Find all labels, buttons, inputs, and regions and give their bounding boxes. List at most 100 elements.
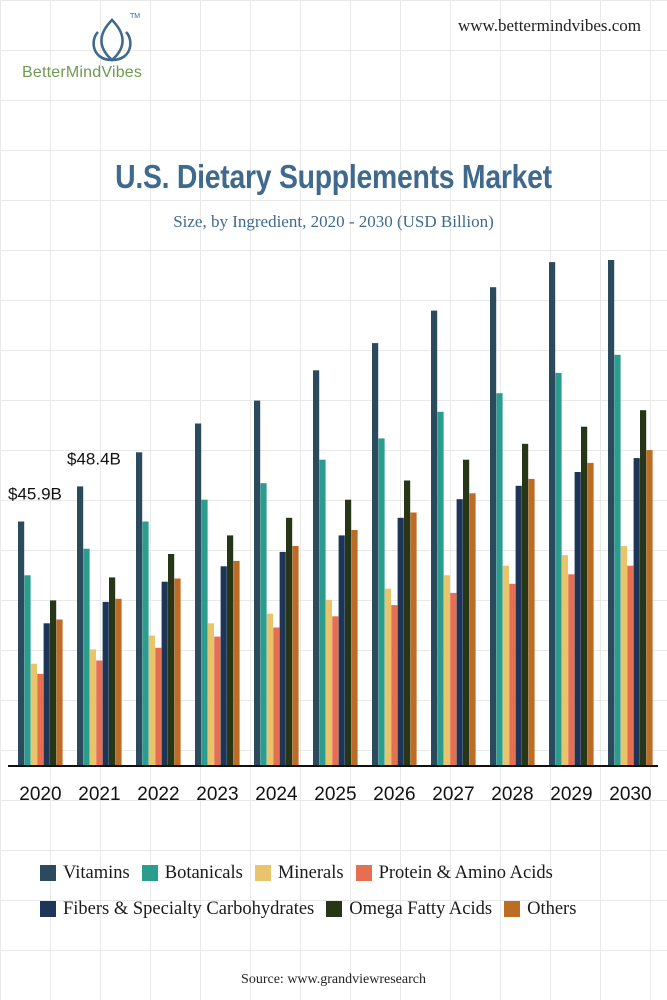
bar-minerals-2025 [325, 599, 332, 766]
bar-botanicals-2028 [496, 393, 503, 766]
bar-protein-amino-acids-2021 [96, 660, 103, 766]
legend: Vitamins Botanicals Minerals Protein & A… [40, 855, 660, 927]
legend-label-fibers: Fibers & Specialty Carbohydrates [63, 898, 315, 919]
bar-protein-amino-acids-2020 [37, 673, 44, 766]
bar-others-2023 [233, 560, 240, 766]
bar-minerals-2023 [207, 623, 214, 766]
bar-botanicals-2022 [142, 521, 149, 766]
legend-item-vitamins: Vitamins [40, 863, 130, 884]
bar-vitamins-2025 [313, 370, 320, 766]
bar-omega-fatty-acids-2022 [168, 554, 175, 766]
legend-row-2: Fibers & Specialty Carbohydrates Omega F… [40, 891, 660, 927]
bar-vitamins-2026 [372, 343, 379, 766]
legend-swatch-others [504, 901, 521, 917]
bar-botanicals-2026 [378, 438, 385, 766]
x-tick-label-2022: 2022 [137, 784, 179, 805]
x-tick-label-2030: 2030 [609, 784, 651, 805]
bar-fibers-specialty-carbohydrates-2029 [574, 472, 581, 766]
bar-omega-fatty-acids-2023 [227, 535, 234, 766]
legend-swatch-vitamins [40, 865, 56, 881]
legend-item-omega: Omega Fatty Acids [326, 899, 492, 920]
bar-minerals-2021 [89, 649, 96, 766]
bar-vitamins-2030 [608, 260, 615, 766]
chart-subtitle: Size, by Ingredient, 2020 - 2030 (USD Bi… [173, 212, 494, 231]
x-tick-label-2020: 2020 [19, 784, 61, 805]
bar-protein-amino-acids-2029 [568, 574, 575, 766]
bar-omega-fatty-acids-2026 [404, 480, 411, 766]
bar-minerals-2029 [561, 555, 568, 766]
bar-others-2028 [528, 478, 535, 766]
legend-label-others: Others [527, 898, 577, 919]
bar-chart: 2020 2021 2022 2023 2024 2025 2026 2027 2028 2029… [8, 260, 658, 805]
bar-fibers-specialty-carbohydrates-2028 [515, 485, 522, 766]
annotation-2021: $48.4B [67, 449, 121, 468]
bar-protein-amino-acids-2026 [391, 605, 398, 766]
chart-title: U.S. Dietary Supplements Market [115, 158, 552, 195]
bar-fibers-specialty-carbohydrates-2022 [161, 581, 168, 766]
x-tick-label-2028: 2028 [491, 784, 533, 805]
lotus-icon [92, 18, 132, 62]
x-tick-label-2024: 2024 [255, 784, 298, 805]
x-tick-label-2029: 2029 [550, 784, 592, 805]
bar-others-2021 [115, 598, 122, 766]
bar-others-2029 [587, 462, 594, 766]
bar-minerals-2028 [502, 565, 509, 766]
annotation-2020: $45.9B [8, 485, 62, 504]
bar-omega-fatty-acids-2027 [463, 459, 470, 766]
bar-omega-fatty-acids-2021 [109, 577, 116, 766]
bar-protein-amino-acids-2023 [214, 636, 221, 766]
annotations: $45.9B $48.4B [8, 449, 121, 503]
bar-others-2024 [292, 546, 299, 766]
bar-fibers-specialty-carbohydrates-2027 [456, 499, 463, 766]
bar-vitamins-2020 [18, 521, 25, 766]
bars-group [18, 260, 653, 766]
bar-botanicals-2024 [260, 483, 267, 766]
x-tick-label-2023: 2023 [196, 784, 238, 805]
bar-protein-amino-acids-2025 [332, 616, 339, 766]
bar-botanicals-2025 [319, 459, 326, 766]
bar-omega-fatty-acids-2028 [522, 443, 529, 766]
bar-fibers-specialty-carbohydrates-2020 [43, 623, 50, 766]
brand-name: BetterMindVibes [22, 64, 143, 81]
bar-fibers-specialty-carbohydrates-2026 [397, 517, 404, 766]
bar-others-2022 [174, 578, 181, 766]
x-tick-label-2027: 2027 [432, 784, 474, 805]
bar-protein-amino-acids-2028 [509, 583, 516, 766]
legend-row-1: Vitamins Botanicals Minerals Protein & A… [40, 855, 660, 891]
trademark-symbol: TM [130, 13, 140, 20]
x-tick-label-2021: 2021 [78, 784, 120, 805]
bar-omega-fatty-acids-2025 [345, 499, 352, 766]
bar-others-2026 [410, 512, 417, 766]
bar-protein-amino-acids-2024 [273, 627, 280, 766]
bar-minerals-2030 [620, 546, 627, 766]
bar-vitamins-2027 [431, 310, 438, 766]
bar-vitamins-2024 [254, 400, 261, 766]
website-url[interactable]: www.bettermindvibes.com [457, 16, 641, 35]
bar-others-2030 [646, 450, 653, 766]
bar-fibers-specialty-carbohydrates-2030 [633, 458, 640, 766]
bar-vitamins-2029 [549, 262, 556, 766]
bar-fibers-specialty-carbohydrates-2021 [102, 601, 109, 766]
brand-logo: TM [92, 13, 140, 62]
source-note: Source: www.grandviewresearch [241, 972, 426, 987]
bar-vitamins-2022 [136, 452, 143, 766]
legend-item-fibers: Fibers & Specialty Carbohydrates [40, 899, 314, 920]
bar-omega-fatty-acids-2030 [640, 410, 647, 766]
bar-minerals-2026 [384, 588, 391, 766]
bar-minerals-2027 [443, 575, 450, 766]
bar-protein-amino-acids-2030 [627, 565, 634, 766]
bar-minerals-2022 [148, 635, 155, 766]
bar-omega-fatty-acids-2020 [50, 600, 57, 766]
bar-vitamins-2028 [490, 287, 497, 766]
bar-protein-amino-acids-2022 [155, 647, 162, 766]
legend-label-botanicals: Botanicals [164, 862, 243, 883]
bar-minerals-2024 [266, 613, 273, 766]
bar-others-2027 [469, 493, 476, 766]
bar-botanicals-2021 [83, 548, 90, 766]
bar-others-2025 [351, 530, 358, 766]
bar-botanicals-2023 [201, 499, 208, 766]
bar-omega-fatty-acids-2029 [581, 426, 588, 766]
bar-minerals-2020 [30, 663, 37, 766]
bar-botanicals-2020 [24, 575, 31, 766]
legend-swatch-botanicals [141, 865, 158, 881]
